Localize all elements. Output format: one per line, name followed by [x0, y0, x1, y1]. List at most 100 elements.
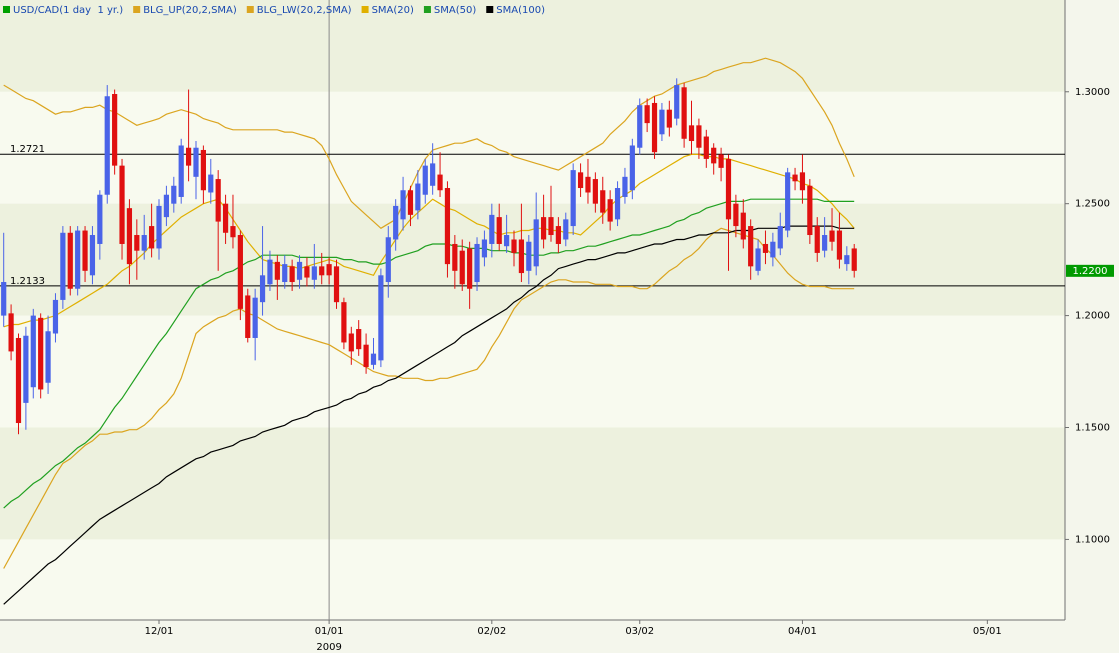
candle-body: [792, 174, 798, 182]
plot-band: [0, 427, 1065, 540]
candle-body: [282, 264, 288, 283]
candle-body: [748, 226, 754, 267]
legend-label: BLG_UP(20,2,SMA): [143, 5, 237, 16]
legend-swatch: [361, 6, 369, 13]
y-tick-label: 1.2500: [1075, 199, 1110, 210]
indicator-line: [3, 225, 855, 605]
candle-body: [82, 230, 88, 271]
candle-body: [614, 188, 621, 220]
candle-body: [629, 145, 635, 191]
candle-body: [348, 333, 354, 352]
legend-label: BLG_LW(20,2,SMA): [257, 5, 352, 16]
candle-body: [674, 85, 680, 119]
candle-body: [430, 163, 436, 186]
candle-body: [644, 105, 650, 124]
candle-body: [622, 176, 628, 197]
candle-body: [600, 190, 606, 213]
candle-body: [75, 230, 81, 289]
candle-body: [185, 147, 192, 166]
candle-body: [474, 243, 480, 283]
plot-band: [0, 539, 1065, 620]
candle-body: [1, 282, 7, 316]
candle-body: [370, 353, 377, 365]
candle-body: [814, 226, 820, 253]
year-label: 2009: [316, 642, 341, 653]
candle-body: [785, 172, 791, 231]
candle-body: [822, 235, 828, 251]
candle-body: [762, 243, 769, 253]
candle-body: [415, 183, 421, 211]
legend-label: SMA(100): [496, 5, 545, 16]
candle-body: [200, 149, 206, 191]
candle-body: [112, 94, 118, 166]
candle-body: [740, 212, 746, 240]
candle-body: [311, 266, 317, 280]
candle-body: [829, 230, 835, 242]
candle-body: [8, 313, 14, 352]
candle-body: [326, 264, 332, 276]
candle-body: [149, 226, 155, 249]
candle-body: [400, 190, 406, 220]
candle-body: [592, 179, 598, 204]
x-tick-label: 12/01: [145, 626, 174, 637]
candle-body: [696, 125, 702, 148]
candle-body: [533, 219, 539, 267]
plot-band: [0, 315, 1065, 428]
candle-body: [356, 329, 362, 350]
legend-label: SMA(50): [434, 5, 476, 16]
candle-body: [703, 136, 709, 159]
candle-body: [844, 255, 850, 265]
level-label: 1.2133: [10, 276, 45, 287]
candle-body: [333, 266, 340, 303]
plot-band: [0, 0, 1065, 92]
candle-body: [341, 302, 347, 343]
candle-body: [511, 239, 517, 253]
indicator-line: [3, 198, 855, 509]
candle-body: [807, 185, 813, 236]
indicator-line: [3, 57, 855, 230]
candle-body: [97, 194, 103, 244]
candle-body: [289, 266, 295, 283]
x-tick-label: 03/02: [625, 626, 654, 637]
candle-body: [607, 199, 613, 222]
legend-swatch: [246, 6, 254, 13]
candle-body: [577, 172, 584, 189]
candle-body: [459, 250, 465, 285]
candle-body: [385, 237, 391, 283]
candle-body: [60, 232, 66, 300]
candle-body: [489, 214, 495, 244]
candle-body: [222, 203, 229, 233]
candle-body: [141, 235, 147, 251]
legend-label: USD/CAD(1 day 1 yr.): [13, 5, 123, 16]
candle-body: [467, 248, 473, 289]
candle-body: [296, 261, 303, 280]
candle-body: [163, 194, 170, 218]
candle-body: [178, 145, 184, 197]
candle-body: [637, 105, 643, 148]
candle-body: [156, 205, 162, 249]
candle-body: [452, 243, 458, 271]
plot-band: [0, 203, 1065, 316]
y-tick-label: 1.3000: [1075, 87, 1110, 98]
last-price-label: 1.2200: [1073, 266, 1108, 277]
candle-body: [755, 248, 761, 271]
legend-label: SMA(20): [372, 5, 414, 16]
candle-body: [208, 174, 214, 193]
candle-body: [407, 190, 414, 215]
candle-body: [378, 275, 384, 361]
candle-body: [563, 219, 569, 240]
candle-body: [304, 266, 310, 278]
candle-body: [319, 266, 325, 276]
candle-body: [496, 217, 502, 244]
candle-body: [67, 232, 73, 289]
legend-swatch: [133, 6, 141, 13]
candle-body: [548, 217, 554, 236]
legend-swatch: [3, 6, 10, 13]
candle-body: [15, 337, 22, 424]
candle-body: [570, 170, 576, 227]
candle-body: [274, 261, 280, 280]
candle-body: [540, 217, 547, 240]
candle-body: [230, 226, 236, 238]
candle-body: [363, 344, 369, 368]
candle-body: [585, 176, 591, 193]
